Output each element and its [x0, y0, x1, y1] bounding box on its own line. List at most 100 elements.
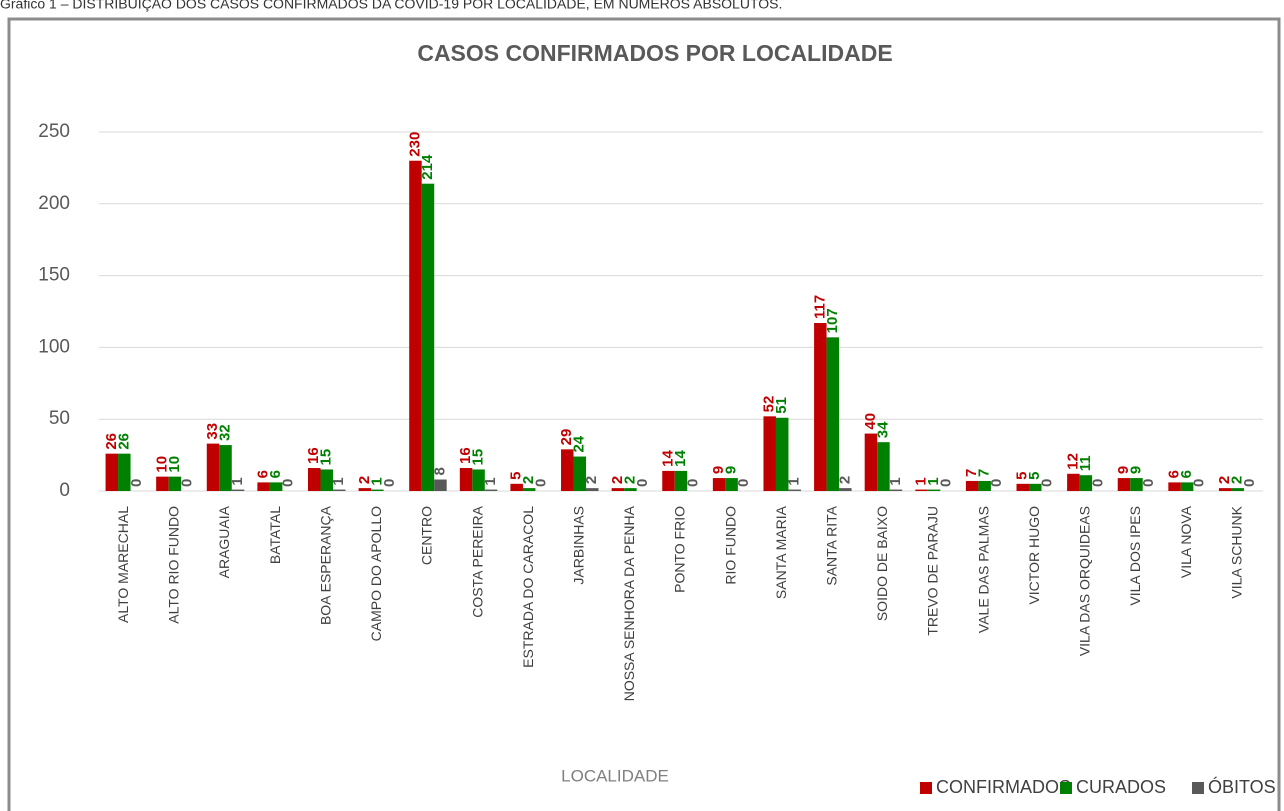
bar — [1079, 475, 1093, 491]
value-label: 7 — [963, 469, 980, 477]
bar — [409, 160, 422, 491]
value-label: 9 — [1127, 466, 1144, 474]
bar — [826, 337, 840, 491]
bar — [371, 489, 384, 491]
value-label: 5 — [1014, 471, 1031, 479]
value-label: 1 — [229, 477, 246, 485]
bar — [1218, 488, 1232, 491]
bar — [712, 478, 726, 491]
y-tick-label: 100 — [38, 336, 70, 357]
x-tick-label: CENTRO — [419, 506, 435, 565]
x-tick-label: RIO FUNDO — [722, 506, 738, 585]
value-label: 0 — [1089, 479, 1106, 487]
value-label: 10 — [166, 456, 183, 473]
value-label: 2 — [621, 476, 638, 484]
bar — [561, 449, 574, 491]
value-label: 7 — [976, 469, 993, 477]
value-label: 9 — [723, 466, 740, 474]
value-label: 26 — [103, 433, 120, 450]
x-tick-label: ESTRADA DO CARACOL — [520, 506, 536, 668]
value-label: 0 — [533, 479, 550, 487]
value-label: 1 — [913, 477, 930, 485]
value-label: 0 — [178, 479, 195, 487]
bar — [814, 322, 827, 491]
x-tick-label: ALTO RIO FUNDO — [166, 506, 182, 624]
value-label: 40 — [862, 413, 879, 430]
bar — [965, 480, 979, 491]
value-label: 29 — [558, 429, 575, 446]
value-label: 2 — [583, 476, 600, 484]
bar — [1067, 473, 1080, 491]
x-tick-label: VILA DAS ORQUIDEAS — [1077, 506, 1093, 656]
value-label: 2 — [520, 476, 537, 484]
value-label: 1 — [368, 477, 385, 485]
x-axis-title: LOCALIDADE — [561, 766, 669, 785]
value-label: 230 — [406, 132, 423, 157]
value-label: 16 — [305, 447, 322, 464]
bar — [1016, 483, 1030, 491]
value-label: 107 — [824, 308, 841, 333]
y-tick-label: 150 — [38, 265, 70, 286]
value-label: 52 — [761, 396, 778, 413]
value-label: 6 — [1166, 470, 1183, 478]
value-label: 0 — [1191, 479, 1208, 487]
value-label: 15 — [318, 449, 335, 466]
y-tick-label: 250 — [38, 121, 70, 142]
bar — [662, 470, 675, 491]
value-label: 12 — [1064, 453, 1081, 470]
value-label: 0 — [1241, 479, 1258, 487]
legend-label: ÓBITOS — [1208, 776, 1276, 797]
bar — [877, 442, 890, 491]
bar — [510, 483, 523, 491]
value-label: 2 — [1216, 476, 1233, 484]
bar — [624, 488, 637, 491]
bar — [586, 488, 599, 491]
value-label: 26 — [115, 433, 132, 450]
x-tick-label: COSTA PEREIRA — [469, 505, 485, 617]
value-label: 0 — [735, 479, 752, 487]
bar — [118, 453, 131, 491]
y-tick-label: 50 — [49, 408, 70, 429]
value-label: 16 — [457, 447, 474, 464]
x-tick-label: SANTA RITA — [824, 505, 840, 585]
bar — [421, 183, 435, 492]
value-label: 0 — [381, 479, 398, 487]
value-label: 2 — [836, 476, 853, 484]
bar — [105, 453, 119, 491]
value-label: 2 — [356, 476, 373, 484]
value-label: 14 — [672, 450, 689, 467]
bar — [1130, 478, 1143, 491]
value-label: 10 — [153, 456, 170, 473]
value-label: 9 — [1115, 466, 1132, 474]
legend-label: CURADOS — [1076, 777, 1166, 797]
bar — [978, 480, 991, 491]
bar — [522, 488, 536, 491]
value-label: 0 — [634, 479, 651, 487]
bar — [775, 417, 789, 491]
value-label: 1 — [887, 477, 904, 485]
x-tick-label: CAMPO DO APOLLO — [368, 506, 384, 641]
value-label: 2 — [609, 476, 626, 484]
legend-label: CONFIRMADOS — [936, 777, 1071, 797]
bar — [459, 468, 473, 491]
value-label: 214 — [419, 154, 436, 180]
caption: Gráfico 1 – DISTRIBUIÇÃO DOS CASOS CONFI… — [0, 0, 782, 12]
x-tick-label: JARBINHAS — [570, 506, 586, 585]
bar — [1231, 488, 1244, 491]
legend-swatch — [920, 782, 932, 794]
bar — [839, 488, 852, 491]
bar — [320, 469, 333, 491]
value-label: 0 — [128, 479, 145, 487]
chart-frame — [7, 17, 1281, 811]
value-label: 51 — [773, 397, 790, 414]
legend-swatch — [1192, 782, 1204, 794]
bar — [1168, 482, 1181, 491]
bar — [788, 489, 801, 491]
value-label: 0 — [988, 479, 1005, 487]
legend-swatch — [1060, 782, 1072, 794]
bar — [257, 482, 270, 491]
bar — [484, 489, 498, 491]
bar — [219, 445, 232, 491]
bar — [611, 488, 625, 491]
